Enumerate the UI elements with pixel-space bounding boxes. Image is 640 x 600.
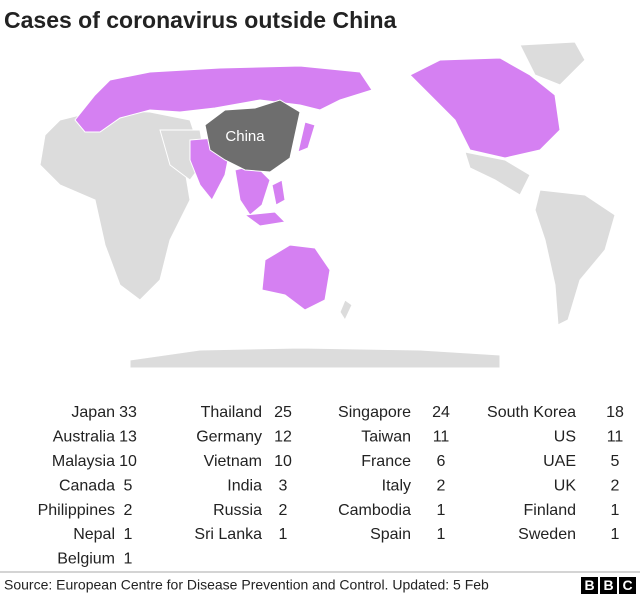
case-count: 12	[274, 429, 292, 446]
case-count: 2	[279, 502, 288, 519]
source: Source: European Centre for Disease Prev…	[4, 577, 489, 593]
case-count: 11	[433, 429, 450, 446]
central-america	[464, 151, 531, 196]
case-count: 3	[279, 477, 288, 494]
southeast-asia	[234, 164, 271, 216]
china	[204, 99, 301, 173]
case-count: 5	[611, 453, 620, 470]
country-name: Finland	[524, 502, 576, 519]
case-count: 1	[611, 526, 620, 543]
country-name: Cambodia	[338, 502, 411, 519]
case-count: 6	[437, 453, 446, 470]
case-count: 10	[274, 453, 292, 470]
country-name: Singapore	[338, 404, 411, 421]
country-name: Italy	[382, 477, 411, 494]
country-name: Australia	[53, 429, 115, 446]
case-count: 13	[119, 429, 137, 446]
country-name: Germany	[196, 429, 262, 446]
logo-box	[600, 577, 617, 594]
case-count: 1	[437, 526, 446, 543]
country-name: UK	[554, 477, 577, 494]
country-name: Sweden	[518, 526, 576, 543]
country-name: Nepal	[73, 526, 115, 543]
europe-russia	[74, 65, 373, 133]
country-name: Sri Lanka	[194, 526, 262, 543]
case-count: 25	[274, 404, 292, 421]
case-count: 2	[124, 502, 133, 519]
case-count: 1	[124, 551, 133, 568]
north-america	[409, 57, 561, 159]
case-count: 2	[611, 477, 620, 494]
logo-letter: B	[603, 577, 613, 593]
case-count: 2	[437, 477, 446, 494]
country-name: US	[554, 429, 576, 446]
case-count: 11	[607, 429, 624, 446]
greenland	[519, 41, 586, 86]
case-count: 1	[437, 502, 446, 519]
case-count: 1	[279, 526, 288, 543]
logo-box	[581, 577, 598, 594]
country-name: Malaysia	[52, 453, 115, 470]
case-count: 24	[432, 404, 450, 421]
case-count: 1	[611, 502, 620, 519]
logo-box	[619, 577, 636, 594]
country-name: Spain	[370, 526, 411, 543]
country-name: Thailand	[201, 404, 262, 421]
japan	[297, 121, 316, 153]
africa-europe-land	[39, 109, 201, 301]
case-count: 1	[124, 526, 133, 543]
case-count: 5	[124, 477, 133, 494]
new-zealand	[339, 299, 353, 322]
logo-letter: B	[584, 577, 594, 593]
china-label: China	[225, 128, 265, 145]
case-count: 18	[606, 404, 624, 421]
case-count: 10	[119, 453, 137, 470]
south-america	[534, 189, 616, 326]
country-name: India	[227, 477, 262, 494]
country-name: Philippines	[38, 502, 115, 519]
logo-letter: C	[622, 577, 632, 593]
country-name: Russia	[213, 502, 262, 519]
map: China	[39, 41, 616, 369]
australia	[261, 244, 331, 311]
country-name: Taiwan	[361, 429, 411, 446]
country-name: Belgium	[57, 551, 115, 568]
country-name: UAE	[543, 453, 576, 470]
country-name: South Korea	[487, 404, 576, 421]
country-name: France	[361, 453, 411, 470]
country-name: Japan	[71, 404, 115, 421]
case-count: 33	[119, 404, 137, 421]
indonesia-philippines	[243, 179, 287, 227]
title: Cases of coronavirus outside China	[4, 7, 397, 33]
country-name: Vietnam	[204, 453, 262, 470]
country-name: Canada	[59, 477, 115, 494]
antarctica	[129, 347, 501, 369]
